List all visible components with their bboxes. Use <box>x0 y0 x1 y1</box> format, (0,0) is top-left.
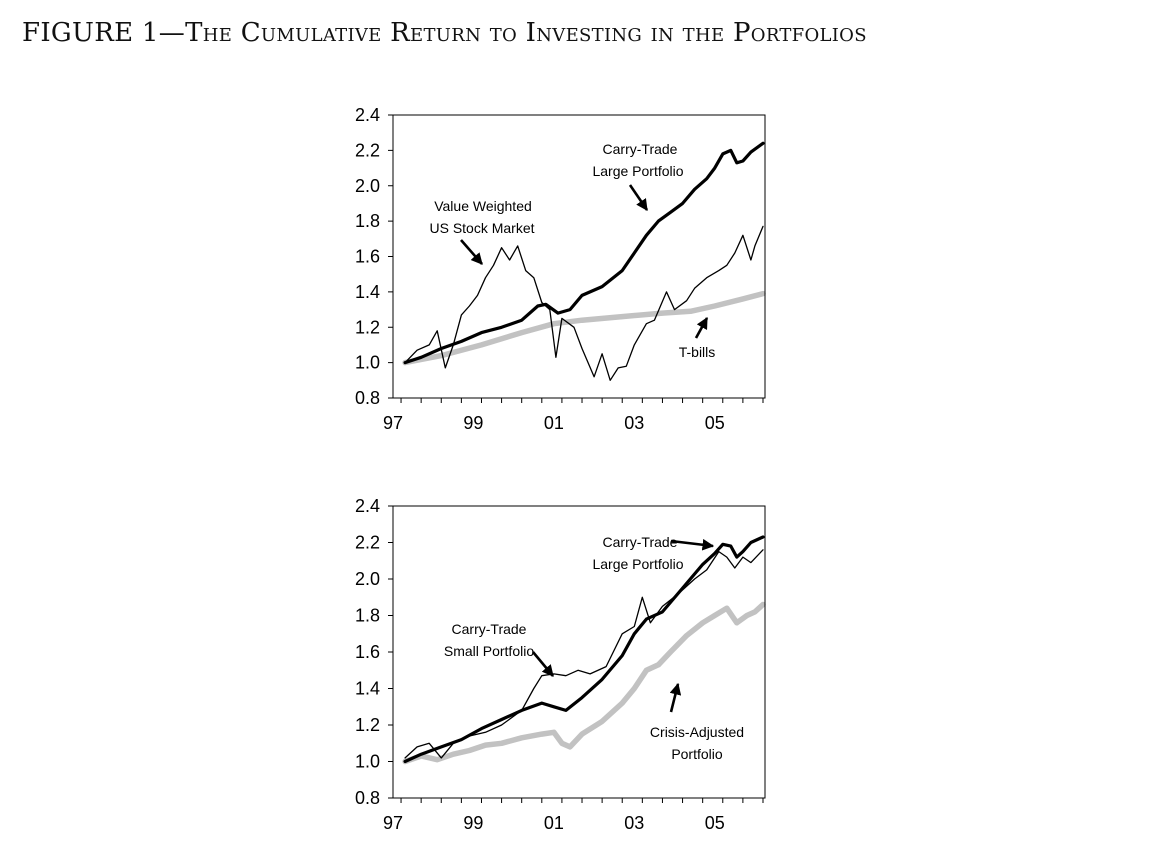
series-line-t-bills <box>402 290 766 366</box>
annotation-line-1: Carry-Trade <box>452 621 527 637</box>
series-line-value-weighted-us-stock-market <box>404 225 764 381</box>
y-tick-label: 2.0 <box>355 176 380 196</box>
arrow-carry-trade-large <box>670 538 715 551</box>
y-tick-label: 1.0 <box>355 752 380 772</box>
annotation-line-2: Small Portfolio <box>444 643 534 659</box>
annotation-carry-trade-small: Carry-Trade Small Portfolio <box>444 621 534 659</box>
figure-title-lead: FIGURE 1— <box>22 18 186 48</box>
arrow-crisis-adjusted <box>669 682 682 713</box>
y-tick-label: 2.2 <box>355 533 380 553</box>
annotation-value-weighted: Value Weighted US Stock Market <box>429 198 534 236</box>
x-tick-label: 01 <box>544 813 564 833</box>
annotation-line-1: Carry-Trade <box>603 534 678 550</box>
y-tick-label: 1.8 <box>355 211 380 231</box>
y-tick-label: 2.4 <box>355 105 380 125</box>
arrow-value-weighted <box>460 239 483 265</box>
y-tick-labels: 0.8 1.0 1.2 1.4 1.6 1.8 2.0 2.2 2.4 <box>355 105 380 408</box>
annotation-line-1: Crisis-Adjusted <box>650 724 744 740</box>
x-tick-labels: 97 99 01 03 05 <box>383 413 725 433</box>
y-tick-label: 1.6 <box>355 247 380 267</box>
x-tick-label: 99 <box>463 413 483 433</box>
y-tick-label: 1.0 <box>355 353 380 373</box>
y-tick-label: 1.6 <box>355 642 380 662</box>
x-tick-labels: 97 99 01 03 05 <box>383 813 725 833</box>
annotation-line-2: US Stock Market <box>429 220 534 236</box>
y-tick-labels: 0.8 1.0 1.2 1.4 1.6 1.8 2.0 2.2 2.4 <box>355 496 380 808</box>
annotation-line-1: Carry-Trade <box>603 141 678 157</box>
axis-ticks <box>388 505 764 803</box>
chart-bottom: 0.8 1.0 1.2 1.4 1.6 1.8 2.0 2.2 2.4 97 99 01 03 05 C… <box>355 496 766 833</box>
x-tick-label: 03 <box>624 413 644 433</box>
y-tick-label: 0.8 <box>355 388 380 408</box>
y-tick-label: 2.4 <box>355 496 380 516</box>
y-tick-label: 1.2 <box>355 317 380 337</box>
series-line-carry-trade-large-portfolio <box>403 535 765 764</box>
y-tick-label: 0.8 <box>355 788 380 808</box>
arrow-carry-trade-large <box>628 184 649 211</box>
axis-ticks <box>388 114 764 403</box>
x-tick-label: 05 <box>705 413 725 433</box>
annotation-carry-trade-large: Carry-Trade Large Portfolio <box>592 141 683 179</box>
annotation-line-1: T-bills <box>679 344 716 360</box>
plot-frame <box>392 505 766 799</box>
y-tick-label: 2.2 <box>355 140 380 160</box>
chart-top: 0.8 1.0 1.2 1.4 1.6 1.8 2.0 2.2 2.4 97 99 01 03 05 C… <box>355 105 766 433</box>
arrow-carry-trade-small <box>532 651 554 677</box>
annotation-line-2: Portfolio <box>671 746 723 762</box>
x-tick-label: 97 <box>383 413 403 433</box>
figure-title-text: The Cumulative Return to Investing in th… <box>185 18 867 48</box>
x-tick-label: 97 <box>383 813 403 833</box>
series-line-carry-trade-large-portfolio <box>403 141 765 365</box>
series-lines <box>402 141 766 381</box>
series-line-crisis-adjusted-portfolio <box>402 601 766 765</box>
annotation-crisis-adjusted: Crisis-Adjusted Portfolio <box>650 724 744 762</box>
arrow-t-bills <box>694 316 709 339</box>
annotation-line-2: Large Portfolio <box>592 163 683 179</box>
annotation-line-1: Value Weighted <box>434 198 532 214</box>
x-tick-label: 01 <box>544 413 564 433</box>
annotation-t-bills: T-bills <box>679 344 716 360</box>
y-tick-label: 1.4 <box>355 282 380 302</box>
x-tick-label: 05 <box>705 813 725 833</box>
series-lines <box>402 535 766 765</box>
x-tick-label: 99 <box>463 813 483 833</box>
y-tick-label: 1.2 <box>355 715 380 735</box>
y-tick-label: 1.8 <box>355 606 380 626</box>
annotation-line-2: Large Portfolio <box>592 556 683 572</box>
annotation-carry-trade-large: Carry-Trade Large Portfolio <box>592 534 683 572</box>
y-tick-label: 1.4 <box>355 679 380 699</box>
y-tick-label: 2.0 <box>355 569 380 589</box>
plot-frame <box>392 114 766 399</box>
figure-title: FIGURE 1—The Cumulative Return to Invest… <box>22 18 867 48</box>
x-tick-label: 03 <box>624 813 644 833</box>
